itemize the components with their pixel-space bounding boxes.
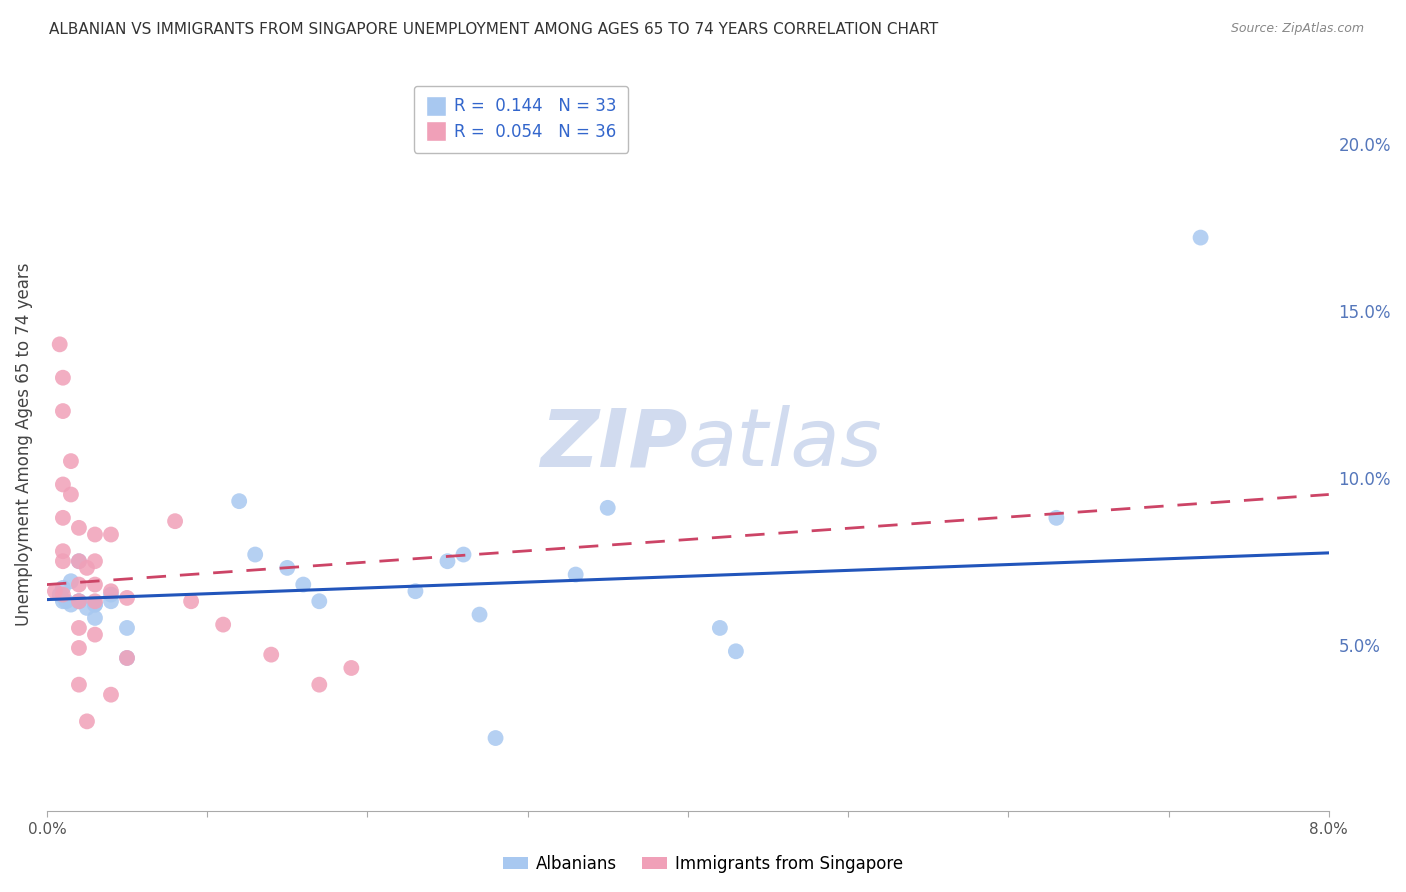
Point <box>404 584 426 599</box>
Point <box>436 554 458 568</box>
Legend: Albanians, Immigrants from Singapore: Albanians, Immigrants from Singapore <box>496 848 910 880</box>
Point <box>59 574 82 589</box>
Point <box>59 487 82 501</box>
Point <box>308 594 330 608</box>
Point <box>48 588 70 602</box>
Point <box>84 627 107 641</box>
Point <box>596 500 619 515</box>
Point <box>84 554 107 568</box>
Point <box>67 594 90 608</box>
Point <box>100 527 122 541</box>
Point <box>84 527 107 541</box>
Point <box>67 521 90 535</box>
Point <box>67 554 90 568</box>
Point <box>52 554 75 568</box>
Text: ALBANIAN VS IMMIGRANTS FROM SINGAPORE UNEMPLOYMENT AMONG AGES 65 TO 74 YEARS COR: ALBANIAN VS IMMIGRANTS FROM SINGAPORE UN… <box>49 22 938 37</box>
Point <box>228 494 250 508</box>
Point <box>55 594 77 608</box>
Point <box>308 678 330 692</box>
Point <box>67 621 90 635</box>
Point <box>100 584 122 599</box>
Point <box>44 584 66 599</box>
Point <box>52 477 75 491</box>
Point <box>48 337 70 351</box>
Point <box>84 598 107 612</box>
Point <box>52 544 75 558</box>
Point <box>245 548 267 562</box>
Text: ZIP: ZIP <box>540 406 688 483</box>
Point <box>564 567 586 582</box>
Point <box>84 577 107 591</box>
Point <box>84 611 107 625</box>
Point <box>115 651 138 665</box>
Point <box>67 594 90 608</box>
Point <box>84 598 107 612</box>
Point <box>709 621 731 635</box>
Point <box>484 731 506 745</box>
Point <box>115 621 138 635</box>
Text: atlas: atlas <box>688 406 883 483</box>
Point <box>100 588 122 602</box>
Point <box>59 598 82 612</box>
Point <box>340 661 363 675</box>
Point <box>165 514 187 528</box>
Point <box>76 601 98 615</box>
Point <box>724 644 747 658</box>
Point <box>180 594 202 608</box>
Point <box>52 404 75 418</box>
Y-axis label: Unemployment Among Ages 65 to 74 years: Unemployment Among Ages 65 to 74 years <box>15 262 32 626</box>
Point <box>468 607 491 622</box>
Point <box>276 561 298 575</box>
Text: Source: ZipAtlas.com: Source: ZipAtlas.com <box>1230 22 1364 36</box>
Point <box>453 548 475 562</box>
Point <box>212 617 235 632</box>
Point <box>292 577 315 591</box>
Point <box>76 714 98 729</box>
Point <box>100 594 122 608</box>
Point <box>76 561 98 575</box>
Point <box>260 648 283 662</box>
Point <box>52 594 75 608</box>
Point <box>52 581 75 595</box>
Point <box>100 688 122 702</box>
Point <box>52 370 75 384</box>
Point <box>115 591 138 605</box>
Point <box>59 454 82 468</box>
Legend: R =  0.144   N = 33, R =  0.054   N = 36: R = 0.144 N = 33, R = 0.054 N = 36 <box>415 86 628 153</box>
Point <box>52 511 75 525</box>
Point <box>67 554 90 568</box>
Point <box>1189 230 1212 244</box>
Point <box>52 588 75 602</box>
Point <box>115 651 138 665</box>
Point <box>67 640 90 655</box>
Point <box>84 594 107 608</box>
Point <box>67 577 90 591</box>
Point <box>67 678 90 692</box>
Point <box>1045 511 1067 525</box>
Point <box>67 594 90 608</box>
